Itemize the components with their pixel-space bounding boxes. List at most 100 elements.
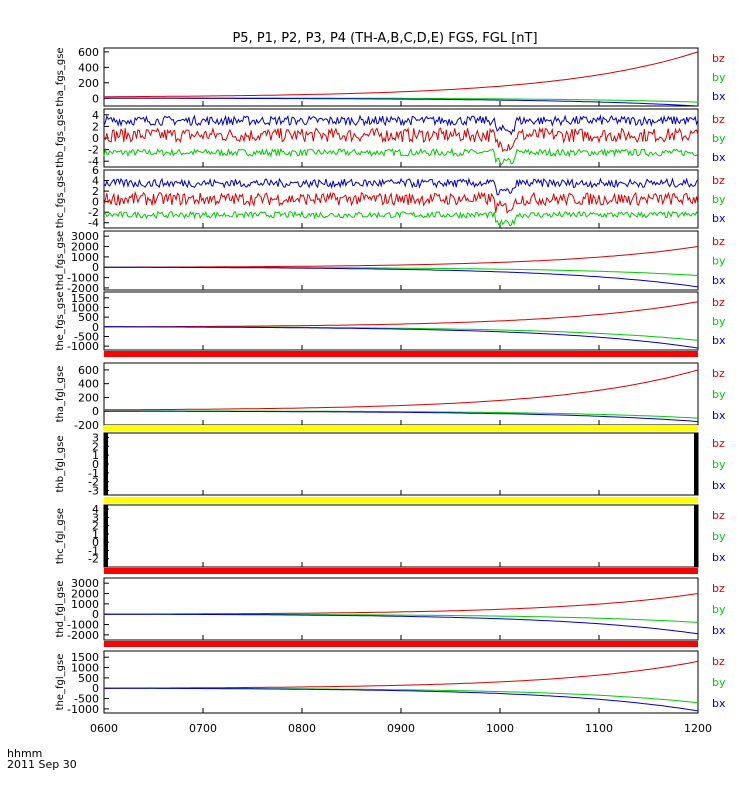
y-tick-label: 2: [92, 440, 99, 453]
panel-frame: [103, 230, 699, 291]
legend-bx: bx: [712, 624, 726, 637]
legend-by: by: [712, 193, 726, 206]
y-tick-label: 6: [92, 164, 99, 177]
y-tick-label: 0: [92, 536, 99, 549]
y-tick-label: 3: [92, 511, 99, 524]
y-tick-label: 1000: [71, 662, 99, 675]
x-axis: 0600 0700 0800 0900 1000 1100 1200: [90, 722, 712, 735]
x-tick-label: 1000: [486, 722, 514, 735]
y-axis-label: the_fgl_gse: [55, 654, 66, 711]
panel-frame: [103, 504, 699, 568]
legend-bx: bx: [712, 212, 726, 225]
y-tick-label: -500: [74, 693, 99, 706]
series-line-bx: [103, 177, 699, 196]
y-axis-label: tha_fgs_gse: [55, 47, 66, 106]
y-tick-label: 0: [92, 261, 99, 274]
y-axis-label: tha_fgl_gse: [55, 366, 66, 423]
panel-thb_fgs_gse: thb_fgs_gse 420-2-4 bz by bx: [55, 108, 726, 168]
y-tick-label: 4: [92, 175, 99, 188]
series-line-bx: [104, 410, 699, 423]
series-line-bz: [104, 369, 699, 411]
y-tick-label: -4: [88, 217, 99, 230]
legend-bz: bz: [712, 655, 725, 668]
figure-title: P5, P1, P2, P3, P4 (TH-A,B,C,D,E) FGS, F…: [232, 31, 537, 46]
series-line-bz: [104, 301, 699, 328]
y-tick-label: 2: [92, 520, 99, 533]
x-tick-label: 0700: [189, 722, 217, 735]
x-tick-label: 0900: [387, 722, 415, 735]
series-line-by: [104, 613, 699, 623]
y-tick-label: 200: [78, 391, 99, 404]
series-line-bz: [104, 246, 699, 268]
y-tick-label: 1: [92, 449, 99, 462]
y-tick-label: -1: [88, 544, 99, 557]
legend-by: by: [712, 458, 726, 471]
y-tick-label: 2: [92, 120, 99, 133]
legend-bz: bz: [712, 367, 725, 380]
y-tick-label: -2: [88, 553, 99, 566]
legend-bx: bx: [712, 274, 726, 287]
y-tick-label: 1500: [71, 292, 99, 305]
y-axis-label: thc_fgl_gse: [55, 508, 66, 564]
y-tick-label: -500: [74, 330, 99, 343]
series-line-bz: [103, 126, 699, 153]
series-line-by: [103, 210, 699, 227]
panel-frame: [103, 577, 699, 641]
legend-bz: bz: [712, 509, 725, 522]
y-tick-label: 2000: [71, 241, 99, 254]
legend-bx: bx: [712, 334, 726, 347]
y-tick-label: -1: [88, 467, 99, 480]
legend-bz: bz: [712, 113, 725, 126]
panel-tha_fgs_gse: tha_fgs_gse 600 400 200 0 bz by bx: [55, 46, 726, 107]
legend-bx: bx: [712, 697, 726, 710]
y-tick-label: 0: [92, 458, 99, 471]
y-tick-label: -3: [88, 485, 99, 498]
y-tick-label: 0: [92, 405, 99, 418]
fill-left-edge: [104, 433, 108, 495]
status-bar: [104, 568, 698, 574]
y-tick-label: 2: [92, 185, 99, 198]
legend-bz: bz: [712, 582, 725, 595]
y-tick-label: -1000: [67, 340, 99, 353]
y-axis-label: thb_fgs_gse: [55, 108, 66, 167]
y-tick-label: -2: [88, 206, 99, 219]
series-line-bx: [104, 326, 699, 349]
y-tick-label: 600: [78, 46, 99, 59]
y-axis-label: thc_fgs_gse: [55, 170, 66, 229]
legend-by: by: [712, 132, 726, 145]
y-tick-label: 500: [78, 311, 99, 324]
y-tick-label: 0: [92, 92, 99, 105]
legend-bz: bz: [712, 174, 725, 187]
y-tick-label: -4: [88, 155, 99, 168]
x-tick-label: 0600: [90, 722, 118, 735]
status-bars: [104, 351, 698, 647]
legend-bx: bx: [712, 409, 726, 422]
y-tick-label: 200: [78, 77, 99, 90]
y-axis-label: thd_fgl_gse: [55, 581, 66, 638]
y-tick-label: 1000: [71, 251, 99, 264]
x-tick-label: 1200: [684, 722, 712, 735]
series-line-bx: [104, 613, 699, 635]
y-tick-label: 2000: [71, 588, 99, 601]
y-tick-label: 1500: [71, 651, 99, 664]
y-tick-label: 1: [92, 528, 99, 541]
x-tick-label: 0800: [288, 722, 316, 735]
legend-by: by: [712, 71, 726, 84]
y-axis-label: the_fgs_gse: [55, 291, 66, 350]
y-tick-label: 0: [92, 196, 99, 209]
y-tick-label: -2: [88, 476, 99, 489]
y-tick-label: -200: [74, 419, 99, 432]
status-bar: [104, 497, 698, 503]
legend-by: by: [712, 676, 726, 689]
y-tick-label: 4: [92, 503, 99, 516]
y-tick-label: 0: [92, 132, 99, 145]
y-tick-label: -2000: [67, 629, 99, 642]
x-axis-label-hhmm: hhmm: [7, 747, 42, 760]
